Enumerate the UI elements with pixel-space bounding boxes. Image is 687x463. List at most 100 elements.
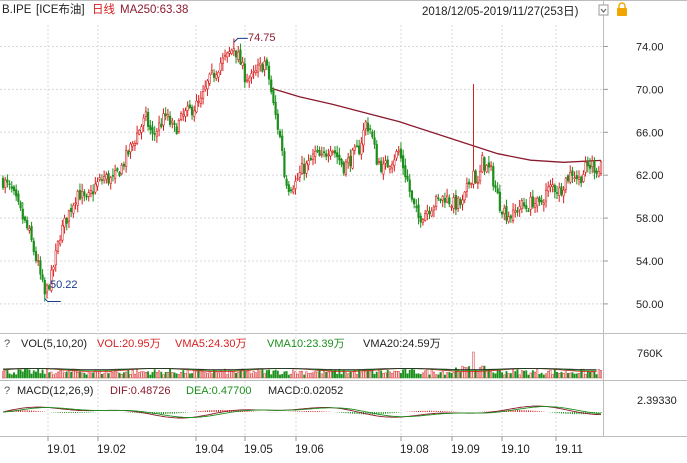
volume-bar bbox=[435, 374, 438, 379]
candle-body bbox=[316, 149, 319, 152]
candle-body bbox=[149, 125, 152, 130]
volume-bar bbox=[545, 373, 547, 379]
candle-body bbox=[81, 190, 84, 198]
volume-bar bbox=[437, 374, 440, 379]
candle-body bbox=[459, 198, 462, 206]
volume-bar bbox=[111, 372, 114, 379]
candle-body bbox=[410, 190, 414, 200]
volume-bar bbox=[257, 369, 259, 379]
macd-help-icon[interactable]: ? bbox=[4, 385, 10, 397]
volume-bar bbox=[549, 369, 552, 379]
volume-bar bbox=[481, 365, 484, 379]
volume-bar bbox=[246, 371, 248, 379]
candle-body bbox=[566, 175, 570, 182]
volume-bar bbox=[265, 370, 268, 379]
candle-body bbox=[252, 71, 255, 73]
candle-body bbox=[122, 163, 126, 167]
volume-bar bbox=[204, 372, 207, 379]
volume-bar bbox=[243, 371, 246, 379]
volume-bar bbox=[406, 373, 409, 379]
volume-bar bbox=[388, 371, 391, 379]
candle-body bbox=[461, 199, 464, 205]
ma250-label: MA250:63.38 bbox=[120, 4, 188, 16]
candle-body bbox=[59, 239, 62, 245]
volume-bar bbox=[294, 371, 297, 379]
volume-help-icon[interactable]: ? bbox=[4, 338, 10, 350]
candle-body bbox=[72, 204, 75, 214]
volume-bar bbox=[173, 372, 176, 379]
volume-bar bbox=[144, 371, 147, 379]
volume-bar bbox=[164, 371, 167, 379]
volume-bar bbox=[171, 372, 174, 379]
candle-body bbox=[395, 151, 398, 159]
volume-bar bbox=[274, 369, 277, 379]
time-tick-label: 19.09 bbox=[451, 444, 480, 456]
volume-bar bbox=[206, 373, 209, 379]
volume-bar bbox=[96, 371, 99, 379]
candle-body bbox=[494, 185, 497, 189]
volume-bar bbox=[540, 372, 543, 379]
candle-body bbox=[533, 203, 537, 208]
candle-body bbox=[144, 111, 148, 117]
range-selector-icon[interactable] bbox=[598, 4, 609, 16]
volume-bar bbox=[593, 371, 596, 379]
candle-body bbox=[289, 189, 293, 192]
candle-body bbox=[307, 160, 310, 166]
candle-body bbox=[10, 186, 13, 189]
volume-bar bbox=[140, 371, 143, 379]
volume-layer bbox=[2, 351, 602, 379]
volume-bar bbox=[556, 371, 558, 379]
volume-bar bbox=[591, 370, 594, 379]
candle-body bbox=[432, 206, 436, 211]
candle-body bbox=[120, 164, 123, 174]
candle-body bbox=[140, 126, 143, 133]
candle-body bbox=[555, 192, 559, 194]
candle-body bbox=[380, 160, 383, 172]
candle-body bbox=[384, 160, 387, 164]
candle-body bbox=[195, 100, 198, 113]
candle-body bbox=[136, 132, 139, 144]
candle-body bbox=[362, 129, 365, 146]
volume-bar bbox=[138, 372, 141, 379]
candle-body bbox=[171, 120, 174, 124]
volume-bar bbox=[296, 373, 299, 379]
candle-body bbox=[164, 113, 167, 116]
volume-bar bbox=[340, 374, 343, 379]
volume-bar bbox=[314, 371, 317, 379]
lock-icon[interactable] bbox=[617, 2, 627, 16]
macd-value: MACD:0.02052 bbox=[268, 385, 343, 397]
volume-bar bbox=[180, 372, 183, 379]
candle-body bbox=[342, 162, 345, 174]
volume-bar bbox=[281, 373, 284, 379]
time-axis: 19.01 19.02 19.04 19.05 19.06 19.08 19.09 19.10… bbox=[47, 436, 583, 456]
high-annotation: 74.75 bbox=[233, 32, 276, 44]
candle-body bbox=[61, 225, 64, 241]
ma250-layer bbox=[271, 87, 602, 163]
price-tick-label: 74.00 bbox=[636, 41, 664, 53]
period-label[interactable]: 日线 bbox=[92, 2, 115, 16]
volume-bar bbox=[312, 372, 314, 379]
candle-body bbox=[210, 70, 213, 73]
instrument-name: [ICE布油] bbox=[36, 2, 85, 16]
candle-body bbox=[575, 175, 578, 180]
volume-bar bbox=[393, 370, 396, 379]
volume-bar bbox=[74, 370, 77, 379]
volume-bar bbox=[226, 374, 229, 379]
volume-bar bbox=[424, 370, 427, 379]
candle-body bbox=[230, 49, 233, 54]
candle-body bbox=[360, 142, 363, 155]
candle-body bbox=[208, 73, 211, 84]
candle-body bbox=[70, 208, 73, 213]
candle-body bbox=[509, 215, 512, 219]
candle-body bbox=[94, 183, 97, 193]
candle-body bbox=[241, 61, 244, 66]
volume-bar bbox=[250, 373, 253, 379]
candle-body bbox=[6, 179, 9, 183]
volume-bar bbox=[430, 369, 433, 379]
candle-body bbox=[83, 191, 86, 196]
volume-bar bbox=[298, 371, 301, 379]
volume-bar bbox=[15, 374, 18, 379]
candle-body bbox=[285, 178, 288, 186]
